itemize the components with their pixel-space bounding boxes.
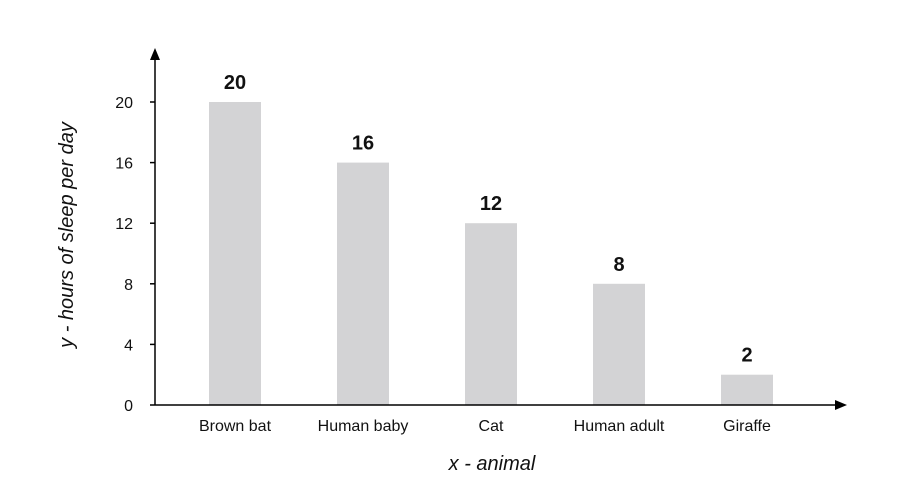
- y-axis-title: y - hours of sleep per day: [56, 121, 78, 350]
- x-axis-arrow: [835, 400, 847, 410]
- x-category-label: Brown bat: [199, 418, 272, 435]
- y-tick-label: 12: [115, 216, 133, 233]
- x-axis-title: x - animal: [448, 453, 536, 475]
- bar-cat: [465, 223, 517, 405]
- y-tick-label: 0: [124, 398, 133, 415]
- y-tick-label: 4: [124, 337, 133, 354]
- x-category-label: Cat: [479, 418, 504, 435]
- data-label: 20: [224, 72, 246, 94]
- x-category-label: Human adult: [574, 418, 665, 435]
- y-axis-arrow: [150, 48, 160, 60]
- x-category-label: Giraffe: [723, 418, 771, 435]
- data-label: 8: [613, 254, 624, 276]
- y-tick-label: 20: [115, 95, 133, 112]
- x-category-label: Human baby: [318, 418, 409, 435]
- x-labels-group: Brown bat Human baby Cat Human adult Giraffe: [199, 418, 771, 435]
- bars-group: [209, 102, 773, 405]
- data-label: 12: [480, 193, 502, 215]
- data-label: 2: [741, 345, 752, 367]
- bar-human-adult: [593, 283, 645, 405]
- bar-brown-bat: [209, 102, 261, 405]
- y-ticks-group: 0 4 8 12 16 20: [115, 95, 155, 415]
- y-tick-label: 16: [115, 156, 133, 173]
- data-label: 16: [352, 133, 374, 155]
- data-labels-group: 20 16 12 8 2: [224, 72, 753, 367]
- bar-human-baby: [337, 162, 389, 405]
- y-tick-label: 8: [124, 277, 133, 294]
- bar-giraffe: [721, 374, 773, 405]
